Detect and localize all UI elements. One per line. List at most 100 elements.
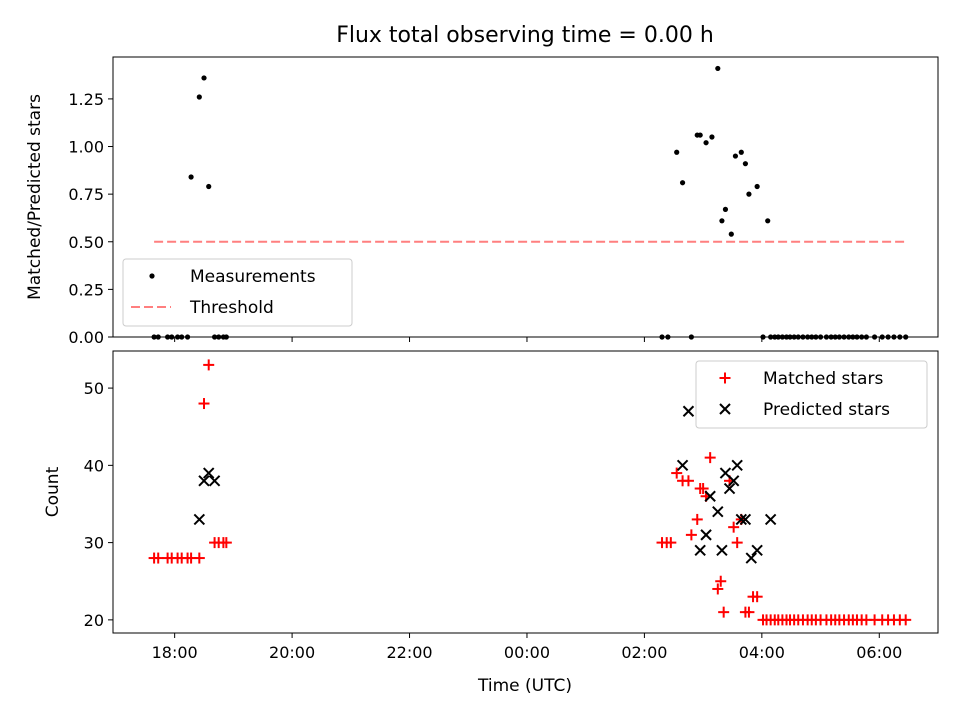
bottom-panel: 20 30 40 50 18:00 20:00 22:00 00:00 02:00 04:00 06… (43, 350, 939, 662)
data-point (682, 475, 694, 487)
data-point (193, 552, 205, 564)
data-point (704, 490, 716, 502)
bottom-panel-frame (112, 350, 939, 634)
data-point (188, 174, 194, 180)
data-point (671, 467, 683, 479)
data-point (196, 94, 202, 100)
top-panel-legend: Measurements Threshold (122, 258, 353, 327)
data-point (685, 529, 697, 541)
data-point (716, 544, 728, 557)
data-point (682, 405, 695, 417)
top-panel-frame (112, 56, 939, 338)
data-point (193, 513, 206, 526)
data-point (751, 591, 763, 603)
legend-swatch (719, 372, 731, 384)
data-point (715, 575, 727, 587)
data-point (731, 537, 743, 549)
data-point (704, 452, 716, 464)
data-point (206, 183, 212, 190)
legend-label: Predicted stars (763, 400, 890, 420)
data-point (712, 505, 724, 518)
y-tick-label: 40 (84, 456, 104, 475)
y-tick-label: 0.25 (68, 280, 104, 299)
data-point (742, 161, 749, 167)
data-point (728, 521, 740, 533)
top-panel-ylabel: Matched/Predicted stars (25, 94, 45, 300)
bottom-panel-axes: 20 30 40 50 18:00 20:00 22:00 00:00 02:00 04:00 06… (84, 379, 903, 662)
y-tick-label: 0.50 (68, 233, 104, 252)
y-tick-label: 20 (84, 611, 104, 630)
x-tick-label: 20:00 (269, 643, 315, 662)
data-point (152, 552, 164, 564)
data-point (712, 583, 724, 595)
data-point (732, 153, 739, 159)
bottom-panel-legend: Matched stars Predicted stars (695, 360, 928, 429)
legend-label: Measurements (190, 267, 316, 287)
y-tick-label: 1.25 (68, 90, 104, 109)
data-point (703, 140, 709, 146)
data-point (719, 218, 725, 224)
data-point (694, 544, 706, 557)
data-point (715, 65, 721, 72)
data-point (723, 482, 736, 495)
legend-box (695, 360, 928, 429)
legend-label: Matched stars (763, 369, 883, 389)
data-point (676, 459, 689, 472)
legend-swatch (149, 273, 155, 279)
legend-label: Threshold (189, 298, 274, 318)
x-tick-label: 00:00 (504, 643, 550, 662)
data-point (731, 459, 743, 472)
x-tick-label: 06:00 (856, 643, 902, 662)
y-tick-label: 1.00 (68, 138, 104, 157)
bottom-panel-ylabel: Count (43, 466, 63, 517)
data-point (718, 606, 730, 618)
data-point (743, 606, 755, 618)
data-point (900, 614, 912, 626)
data-point (203, 359, 215, 371)
data-point (727, 475, 740, 487)
legend-box (122, 258, 353, 327)
data-point (198, 475, 210, 487)
top-panel-axes: 0.00 0.25 0.50 0.75 1.00 1.25 (68, 90, 880, 347)
data-point (765, 218, 771, 224)
data-point (709, 134, 715, 140)
y-tick-label: 50 (84, 379, 104, 398)
y-tick-label: 30 (84, 534, 104, 553)
data-point (728, 231, 734, 237)
x-tick-label: 22:00 (386, 643, 432, 662)
bottom-panel-data (148, 359, 912, 626)
series-0-points (148, 359, 912, 626)
data-point (201, 75, 207, 81)
data-point (203, 467, 215, 479)
data-point (697, 483, 709, 495)
data-point (754, 183, 760, 190)
data-point (691, 513, 703, 525)
data-point (665, 537, 677, 549)
data-point (735, 513, 747, 526)
data-point (746, 191, 752, 197)
x-tick-label: 04:00 (739, 643, 785, 662)
data-point (679, 180, 686, 186)
y-tick-label: 0.75 (68, 185, 104, 204)
data-point (751, 544, 763, 557)
data-point (739, 513, 752, 526)
y-tick-label: 0.00 (68, 328, 104, 347)
figure-title: Flux total observing time = 0.00 h (336, 23, 714, 48)
legend-swatch (719, 403, 731, 415)
top-panel: 0.00 0.25 0.50 0.75 1.00 1.25 Matched/Predict… (25, 56, 939, 347)
x-tick-label: 18:00 (152, 643, 198, 662)
data-point (674, 149, 680, 155)
data-point (764, 513, 777, 526)
data-point (198, 398, 210, 410)
data-point (722, 206, 729, 212)
x-axis-label: Time (UTC) (477, 676, 572, 696)
x-tick-label: 02:00 (621, 643, 667, 662)
data-point (220, 537, 232, 549)
series-1-points (193, 405, 777, 564)
data-point (745, 552, 757, 564)
data-point (208, 475, 221, 487)
data-point (697, 132, 703, 138)
data-point (738, 149, 744, 155)
